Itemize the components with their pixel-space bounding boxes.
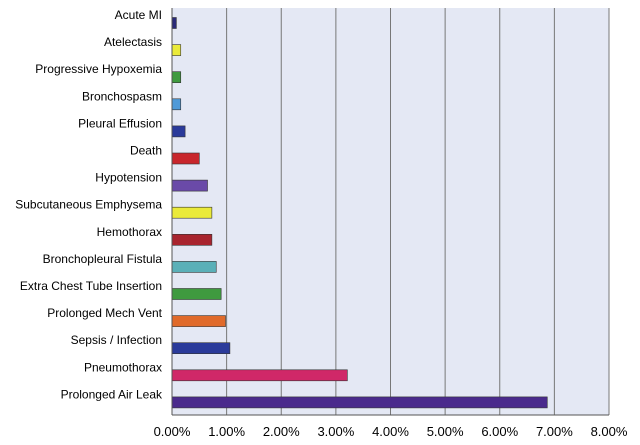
- category-label: Hemothorax: [97, 225, 162, 239]
- category-label: Bronchospasm: [82, 89, 162, 103]
- bar: [171, 44, 182, 56]
- category-label: Pneumothorax: [84, 360, 162, 374]
- bar: [171, 261, 217, 273]
- x-tick-label: 0.00%: [154, 424, 191, 439]
- x-tick-label: 3.00%: [317, 424, 354, 439]
- x-tick-label: 4.00%: [372, 424, 409, 439]
- bars: [171, 17, 548, 409]
- bar: [171, 152, 200, 165]
- category-label: Extra Chest Tube Insertion: [20, 279, 162, 293]
- bar: [171, 234, 213, 246]
- bar: [171, 315, 226, 327]
- x-tick-label: 5.00%: [427, 424, 464, 439]
- x-tick-label: 2.00%: [263, 424, 300, 439]
- category-label: Prolonged Mech Vent: [47, 306, 162, 320]
- category-labels: Acute MI Atelectasis Progressive Hypoxemia…: [15, 8, 163, 401]
- x-tick-label: 1.00%: [208, 424, 245, 439]
- category-label: Pleural Effusion: [78, 116, 162, 130]
- grid-lines: [226, 8, 610, 415]
- category-label: Hypotension: [95, 171, 162, 185]
- category-label: Subcutaneous Emphysema: [15, 198, 162, 212]
- bar: [171, 98, 182, 111]
- category-label: Bronchopleural Fistula: [43, 252, 163, 266]
- bar: [171, 179, 208, 192]
- x-tick-label: 7.00%: [536, 424, 573, 439]
- bar: [171, 369, 348, 382]
- x-tick-label: 6.00%: [481, 424, 518, 439]
- category-label: Progressive Hypoxemia: [35, 62, 162, 76]
- category-label: Death: [130, 144, 162, 158]
- bar: [171, 125, 186, 138]
- bar: [171, 17, 177, 29]
- category-label: Prolonged Air Leak: [61, 387, 163, 401]
- bar: [171, 396, 548, 409]
- bar: [171, 206, 213, 219]
- category-label: Acute MI: [115, 8, 162, 22]
- x-tick-label: 8.00%: [591, 424, 628, 439]
- bar: [171, 71, 182, 83]
- x-tick-labels: 0.00% 1.00% 2.00% 3.00% 4.00% 5.00% 6.00% 7.00%…: [154, 424, 628, 439]
- bar: [171, 342, 231, 355]
- category-label: Sepsis / Infection: [71, 333, 162, 347]
- bar: [171, 288, 222, 300]
- category-label: Atelectasis: [104, 35, 162, 49]
